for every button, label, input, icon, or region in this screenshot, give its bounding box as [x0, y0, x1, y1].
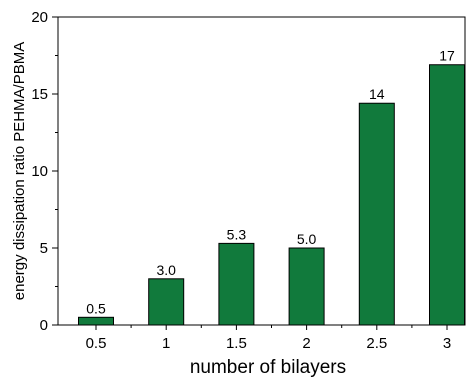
bars-group: 0.5 3.0 5.3 5.0 14 17 [78, 48, 465, 326]
data-label-3: 17 [439, 48, 455, 64]
bar-1 [148, 278, 185, 326]
bar-3 [429, 64, 465, 326]
x-tick-label-2: 2 [302, 335, 310, 352]
y-tick-label-5: 5 [40, 240, 48, 257]
plot-area [57, 16, 466, 326]
bar-2 [288, 247, 325, 326]
x-tick-label-2.5: 2.5 [366, 335, 387, 352]
y-axis-title: energy dissipation ratio PEHMA/PBMA [11, 42, 28, 300]
x-tick-label-1: 1 [162, 335, 170, 352]
x-tick-label-1.5: 1.5 [226, 335, 247, 352]
y-tick-label-15: 15 [31, 86, 48, 103]
x-axis: 0.5 1 1.5 2 2.5 3 [86, 325, 451, 352]
data-label-0.5: 0.5 [86, 300, 106, 316]
x-tick-label-0.5: 0.5 [86, 335, 107, 352]
data-label-1.5: 5.3 [227, 226, 247, 242]
data-label-1: 3.0 [156, 262, 176, 278]
bar-2.5 [358, 102, 395, 326]
bar-0.5 [78, 316, 114, 326]
y-axis: 0 5 10 15 20 [31, 9, 58, 334]
y-tick-label-20: 20 [31, 9, 48, 26]
x-axis-title: number of bilayers [190, 357, 346, 377]
x-tick-label-3: 3 [443, 335, 451, 352]
y-tick-label-0: 0 [40, 317, 48, 334]
bar-1.5 [218, 242, 255, 326]
y-tick-label-10: 10 [31, 163, 48, 180]
data-label-2.5: 14 [369, 86, 385, 102]
data-label-2: 5.0 [297, 231, 317, 247]
